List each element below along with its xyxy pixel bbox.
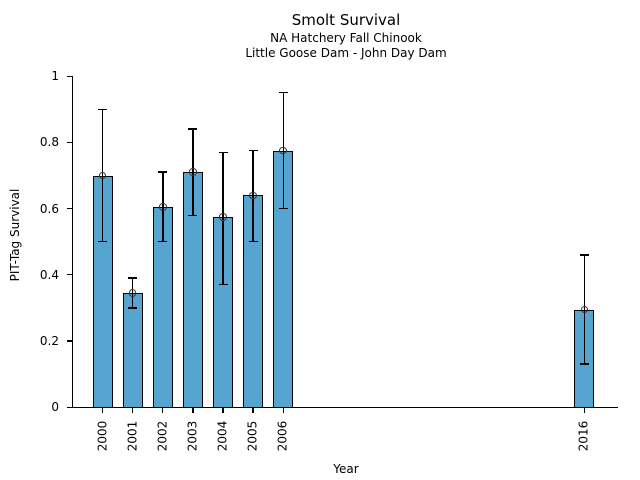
x-tick-mark	[192, 407, 194, 414]
y-tick-label: 1	[51, 69, 59, 84]
y-tick-label: 0.6	[39, 201, 59, 216]
error-bar-cap-top	[98, 108, 108, 110]
error-bar-cap-top	[158, 171, 168, 173]
y-tick-mark	[66, 406, 72, 408]
error-bar-cap-bottom	[248, 241, 258, 243]
data-point-marker	[98, 171, 107, 180]
x-tick-label: 2001	[125, 420, 140, 452]
data-point-marker	[159, 203, 167, 211]
y-tick-label: 0.2	[39, 334, 59, 348]
x-tick-label: 2005	[245, 420, 260, 452]
y-tick-mark	[66, 274, 72, 276]
y-tick-label: 0	[51, 400, 59, 415]
x-tick-label: 2000	[95, 420, 110, 452]
error-bar-cap-top	[128, 277, 138, 279]
y-tick-mark	[66, 141, 72, 144]
error-bar-cap-top	[278, 92, 288, 94]
bar	[122, 293, 143, 408]
x-tick-label: 2016	[576, 420, 591, 452]
x-tick-mark	[583, 407, 585, 414]
chart-subtitle-line1: NA Hatchery Fall Chinook	[270, 31, 422, 45]
error-bar-cap-bottom	[128, 307, 138, 309]
error-bar-cap-bottom	[158, 241, 168, 243]
y-axis-spine	[71, 75, 74, 408]
data-point-marker	[279, 146, 287, 155]
x-tick-label: 2002	[155, 420, 170, 452]
error-bar-cap-top	[579, 254, 589, 256]
data-point-marker	[128, 289, 137, 297]
chart-title: Smolt Survival	[291, 11, 401, 29]
x-axis-label: Year	[333, 462, 359, 476]
x-tick-label: 2003	[185, 420, 200, 452]
error-bar-cap-bottom	[218, 284, 228, 286]
x-tick-mark	[222, 407, 224, 414]
error-bar-cap-top	[188, 128, 198, 130]
x-axis-spine	[71, 406, 619, 408]
error-bar-cap-bottom	[579, 363, 589, 365]
x-tick-mark	[282, 407, 284, 414]
data-point-marker	[249, 191, 257, 200]
error-bar-cap-bottom	[98, 241, 108, 243]
data-point-marker	[219, 213, 227, 221]
y-tick-mark	[66, 75, 72, 77]
data-point-marker	[580, 305, 589, 314]
error-bar-cap-top	[218, 151, 228, 154]
x-tick-mark	[252, 407, 254, 414]
data-point-marker	[189, 168, 197, 176]
y-tick-mark	[66, 340, 72, 342]
x-tick-mark	[132, 407, 134, 414]
y-tick-label: 0.4	[39, 267, 59, 282]
x-tick-mark	[101, 407, 104, 414]
error-bar-cap-top	[248, 149, 258, 152]
x-tick-label: 2004	[215, 420, 230, 452]
y-tick-mark	[66, 207, 72, 210]
chart-subtitle-line2: Little Goose Dam - John Day Dam	[245, 46, 447, 60]
x-tick-label: 2006	[275, 420, 290, 452]
x-tick-mark	[162, 407, 164, 414]
error-bar-cap-bottom	[278, 207, 288, 210]
y-tick-label: 0.8	[39, 135, 59, 150]
error-bar-cap-bottom	[188, 214, 198, 216]
